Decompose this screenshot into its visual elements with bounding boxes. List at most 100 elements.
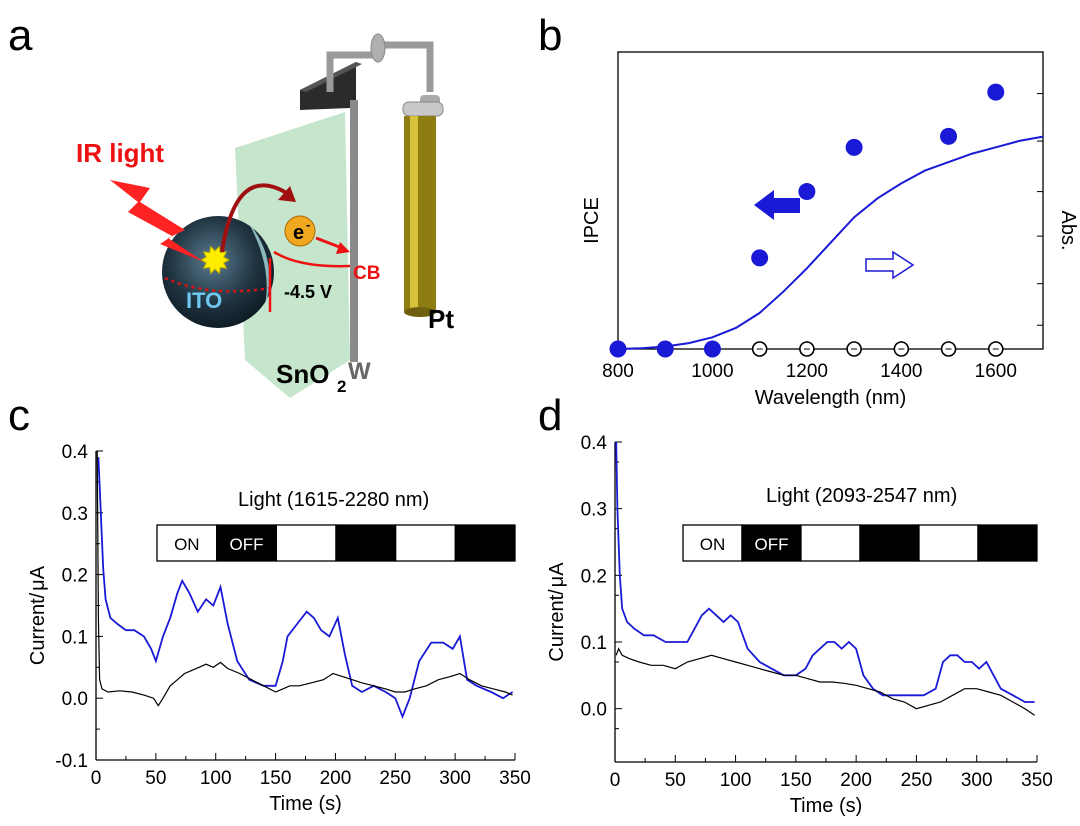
ipce-point bbox=[798, 183, 816, 201]
photocurrent-light-line bbox=[615, 441, 1035, 703]
absorbance-line bbox=[617, 135, 1044, 350]
y-tick-label: 0.3 bbox=[62, 504, 88, 525]
panel-label-a: a bbox=[8, 11, 33, 60]
light-on-segment bbox=[918, 524, 979, 562]
photocurrent-dark-line bbox=[615, 647, 1035, 716]
pt-highlight bbox=[410, 116, 418, 312]
light-off-segment bbox=[977, 524, 1038, 562]
y-tick-label: 0.0 bbox=[62, 689, 88, 710]
ito-label: ITO bbox=[186, 288, 222, 313]
x-tick-label: 200 bbox=[320, 768, 352, 789]
light-range-annotation: Light (2093-2547 nm) bbox=[766, 485, 957, 507]
x-tick-label: 800 bbox=[602, 361, 634, 382]
voltage-label: -4.5 V bbox=[284, 282, 332, 302]
x-tick-label: 300 bbox=[439, 768, 471, 789]
light-off-segment bbox=[335, 524, 397, 562]
w-electrode-edge bbox=[350, 100, 358, 362]
x-tick-label: 100 bbox=[200, 768, 232, 789]
photoelectrode-diagram: Pt ITO IR light e - CB -4.5 V SnO bbox=[76, 33, 454, 398]
ipce-point bbox=[656, 340, 674, 358]
cb-arrow bbox=[315, 236, 343, 250]
cb-arrowhead bbox=[336, 242, 350, 254]
x-tick-label: 1600 bbox=[975, 361, 1017, 382]
ito-sheen bbox=[248, 222, 270, 318]
y-tick-label: 0.1 bbox=[62, 627, 88, 648]
off-label: OFF bbox=[230, 535, 264, 554]
off-label: OFF bbox=[755, 535, 789, 554]
y-axis-label: IPCE bbox=[581, 197, 603, 244]
y-tick-label: 0.2 bbox=[62, 566, 88, 587]
x-tick-label: 300 bbox=[961, 770, 993, 791]
x-tick-label: 250 bbox=[379, 768, 411, 789]
x-tick-label: 50 bbox=[665, 770, 686, 791]
light-range-annotation: Light (1615-2280 nm) bbox=[238, 489, 429, 511]
panel-label-b: b bbox=[538, 11, 562, 60]
y-axis-ticks bbox=[1037, 93, 1043, 326]
y-axis-unit: μA bbox=[27, 565, 49, 591]
pt-bottom bbox=[404, 307, 436, 317]
ipce-point bbox=[845, 138, 863, 156]
electron-transfer-arrow bbox=[220, 183, 292, 253]
ipce-series bbox=[609, 83, 1005, 358]
x-axis-ticks: 800 1000 1200 1400 1600 bbox=[602, 341, 1044, 382]
y-tick-label: 0.0 bbox=[581, 700, 607, 721]
ipce-point bbox=[940, 127, 958, 145]
x-axis-label: Time (s) bbox=[269, 793, 342, 815]
light-on-segment bbox=[395, 524, 456, 562]
x-tick-label: 150 bbox=[780, 770, 812, 791]
light-on-segment bbox=[800, 524, 861, 562]
sno2-subscript: 2 bbox=[337, 377, 346, 396]
light-off-segment bbox=[454, 524, 516, 562]
on-label: ON bbox=[700, 535, 726, 554]
photocurrent-chart-d: 0 50 100 150 200 250 300 350 0.0 0.1 0.2 0.3 0.4 Time… bbox=[546, 433, 1053, 817]
y-axis-label: Current/μA bbox=[546, 562, 568, 662]
x-tick-label: 0 bbox=[91, 768, 102, 789]
x-tick-label: 200 bbox=[840, 770, 872, 791]
y-tick-label: 0.4 bbox=[62, 442, 89, 463]
pt-label: Pt bbox=[428, 304, 454, 334]
lightning-icon bbox=[110, 180, 204, 262]
light-off-segment bbox=[859, 524, 920, 562]
y2-axis-label: Abs. bbox=[1057, 210, 1079, 250]
y-tick-label: 0.4 bbox=[581, 433, 608, 454]
photocurrent-chart-c: 0 50 100 150 200 250 300 350 -0.1 0.0 0.1 0.2 0.3 0.4… bbox=[27, 442, 531, 815]
electron-sup: - bbox=[306, 217, 310, 232]
ipce-point bbox=[609, 340, 627, 358]
cb-label: CB bbox=[353, 263, 380, 284]
electron-icon bbox=[284, 215, 316, 247]
x-tick-label: 1400 bbox=[880, 361, 922, 382]
x-axis-label: Time (s) bbox=[790, 795, 863, 817]
light-off-segment bbox=[741, 524, 802, 562]
panel-label-c: c bbox=[8, 391, 30, 440]
y-axis-unit: μA bbox=[546, 562, 568, 588]
x-tick-label: 50 bbox=[145, 768, 166, 789]
w-label: W bbox=[348, 358, 371, 385]
photocurrent-dark-line bbox=[96, 450, 513, 707]
x-tick-label: 1000 bbox=[691, 361, 733, 382]
x-tick-label: 150 bbox=[260, 768, 292, 789]
on-label: ON bbox=[174, 535, 200, 554]
x-tick-label: 250 bbox=[901, 770, 933, 791]
ipce-point bbox=[751, 249, 769, 267]
y-axis-label: Current/μA bbox=[27, 565, 49, 665]
light-on-segment bbox=[275, 524, 337, 562]
y-tick-label: 0.1 bbox=[581, 633, 607, 654]
fermi-level bbox=[164, 276, 271, 293]
x-tick-label: 1200 bbox=[786, 361, 828, 382]
electron-transfer-arrowhead bbox=[278, 186, 296, 202]
left-axis-arrow-icon bbox=[754, 190, 800, 220]
sno2-label: SnO bbox=[276, 359, 329, 389]
right-axis-arrow-icon bbox=[865, 250, 915, 280]
ipce-chart: 800 1000 1200 1400 1600 Wavelength (nm) IPCE… bbox=[581, 51, 1079, 409]
x-axis-label: Wavelength (nm) bbox=[755, 387, 907, 409]
ipce-point bbox=[987, 83, 1005, 101]
x-tick-label: 0 bbox=[610, 770, 621, 791]
y-tick-label: -0.1 bbox=[55, 751, 88, 772]
electron-label: e bbox=[293, 222, 304, 244]
conduction-band-line bbox=[273, 250, 351, 268]
x-tick-label: 350 bbox=[499, 768, 531, 789]
photocurrent-light-line bbox=[97, 457, 514, 720]
ipce-point bbox=[703, 340, 721, 358]
light-on-segment bbox=[156, 524, 218, 562]
